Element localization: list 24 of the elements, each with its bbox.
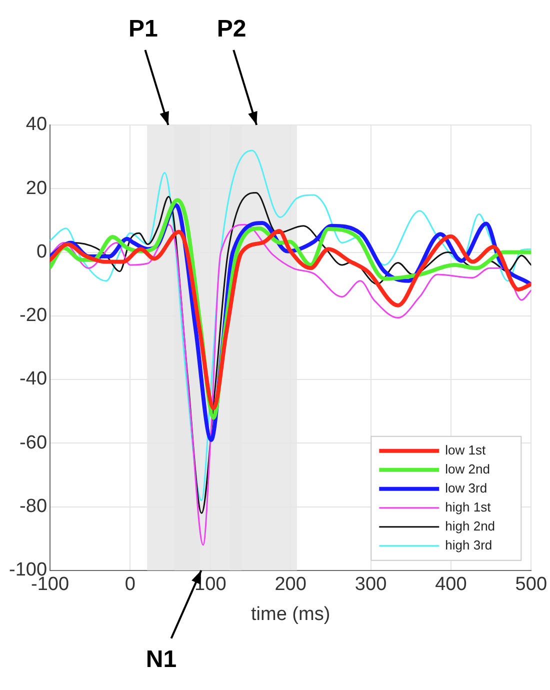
legend-label: low 1st [445, 442, 486, 458]
x-tick-label: 0 [124, 574, 136, 596]
legend-label: high 1st [445, 499, 492, 514]
y-tick-label: -80 [20, 496, 48, 518]
legend-label: high 3rd [445, 537, 492, 552]
x-tick-label: 500 [515, 574, 547, 596]
y-tick-label: 20 [26, 178, 48, 199]
y-tick-label: 0 [36, 241, 48, 262]
band-label: N1 [146, 646, 177, 674]
y-tick-label: -40 [20, 368, 48, 390]
x-tick-label: 300 [354, 574, 387, 596]
y-tick-label: -20 [20, 305, 48, 326]
y-tick-label: 40 [26, 114, 48, 136]
line-series [50, 228, 532, 410]
legend-label: high 2nd [445, 518, 496, 534]
x-tick-label: 400 [435, 574, 467, 596]
line-series [50, 150, 532, 502]
band-label: P2 [216, 16, 246, 43]
legend-label: low 2nd [445, 461, 490, 476]
y-tick-label: -60 [20, 432, 48, 454]
legend-label: low 3rd [445, 480, 488, 496]
x-axis-title: time (ms) [251, 604, 330, 625]
x-tick-label: 200 [274, 574, 306, 596]
band-label: P1 [128, 16, 158, 43]
